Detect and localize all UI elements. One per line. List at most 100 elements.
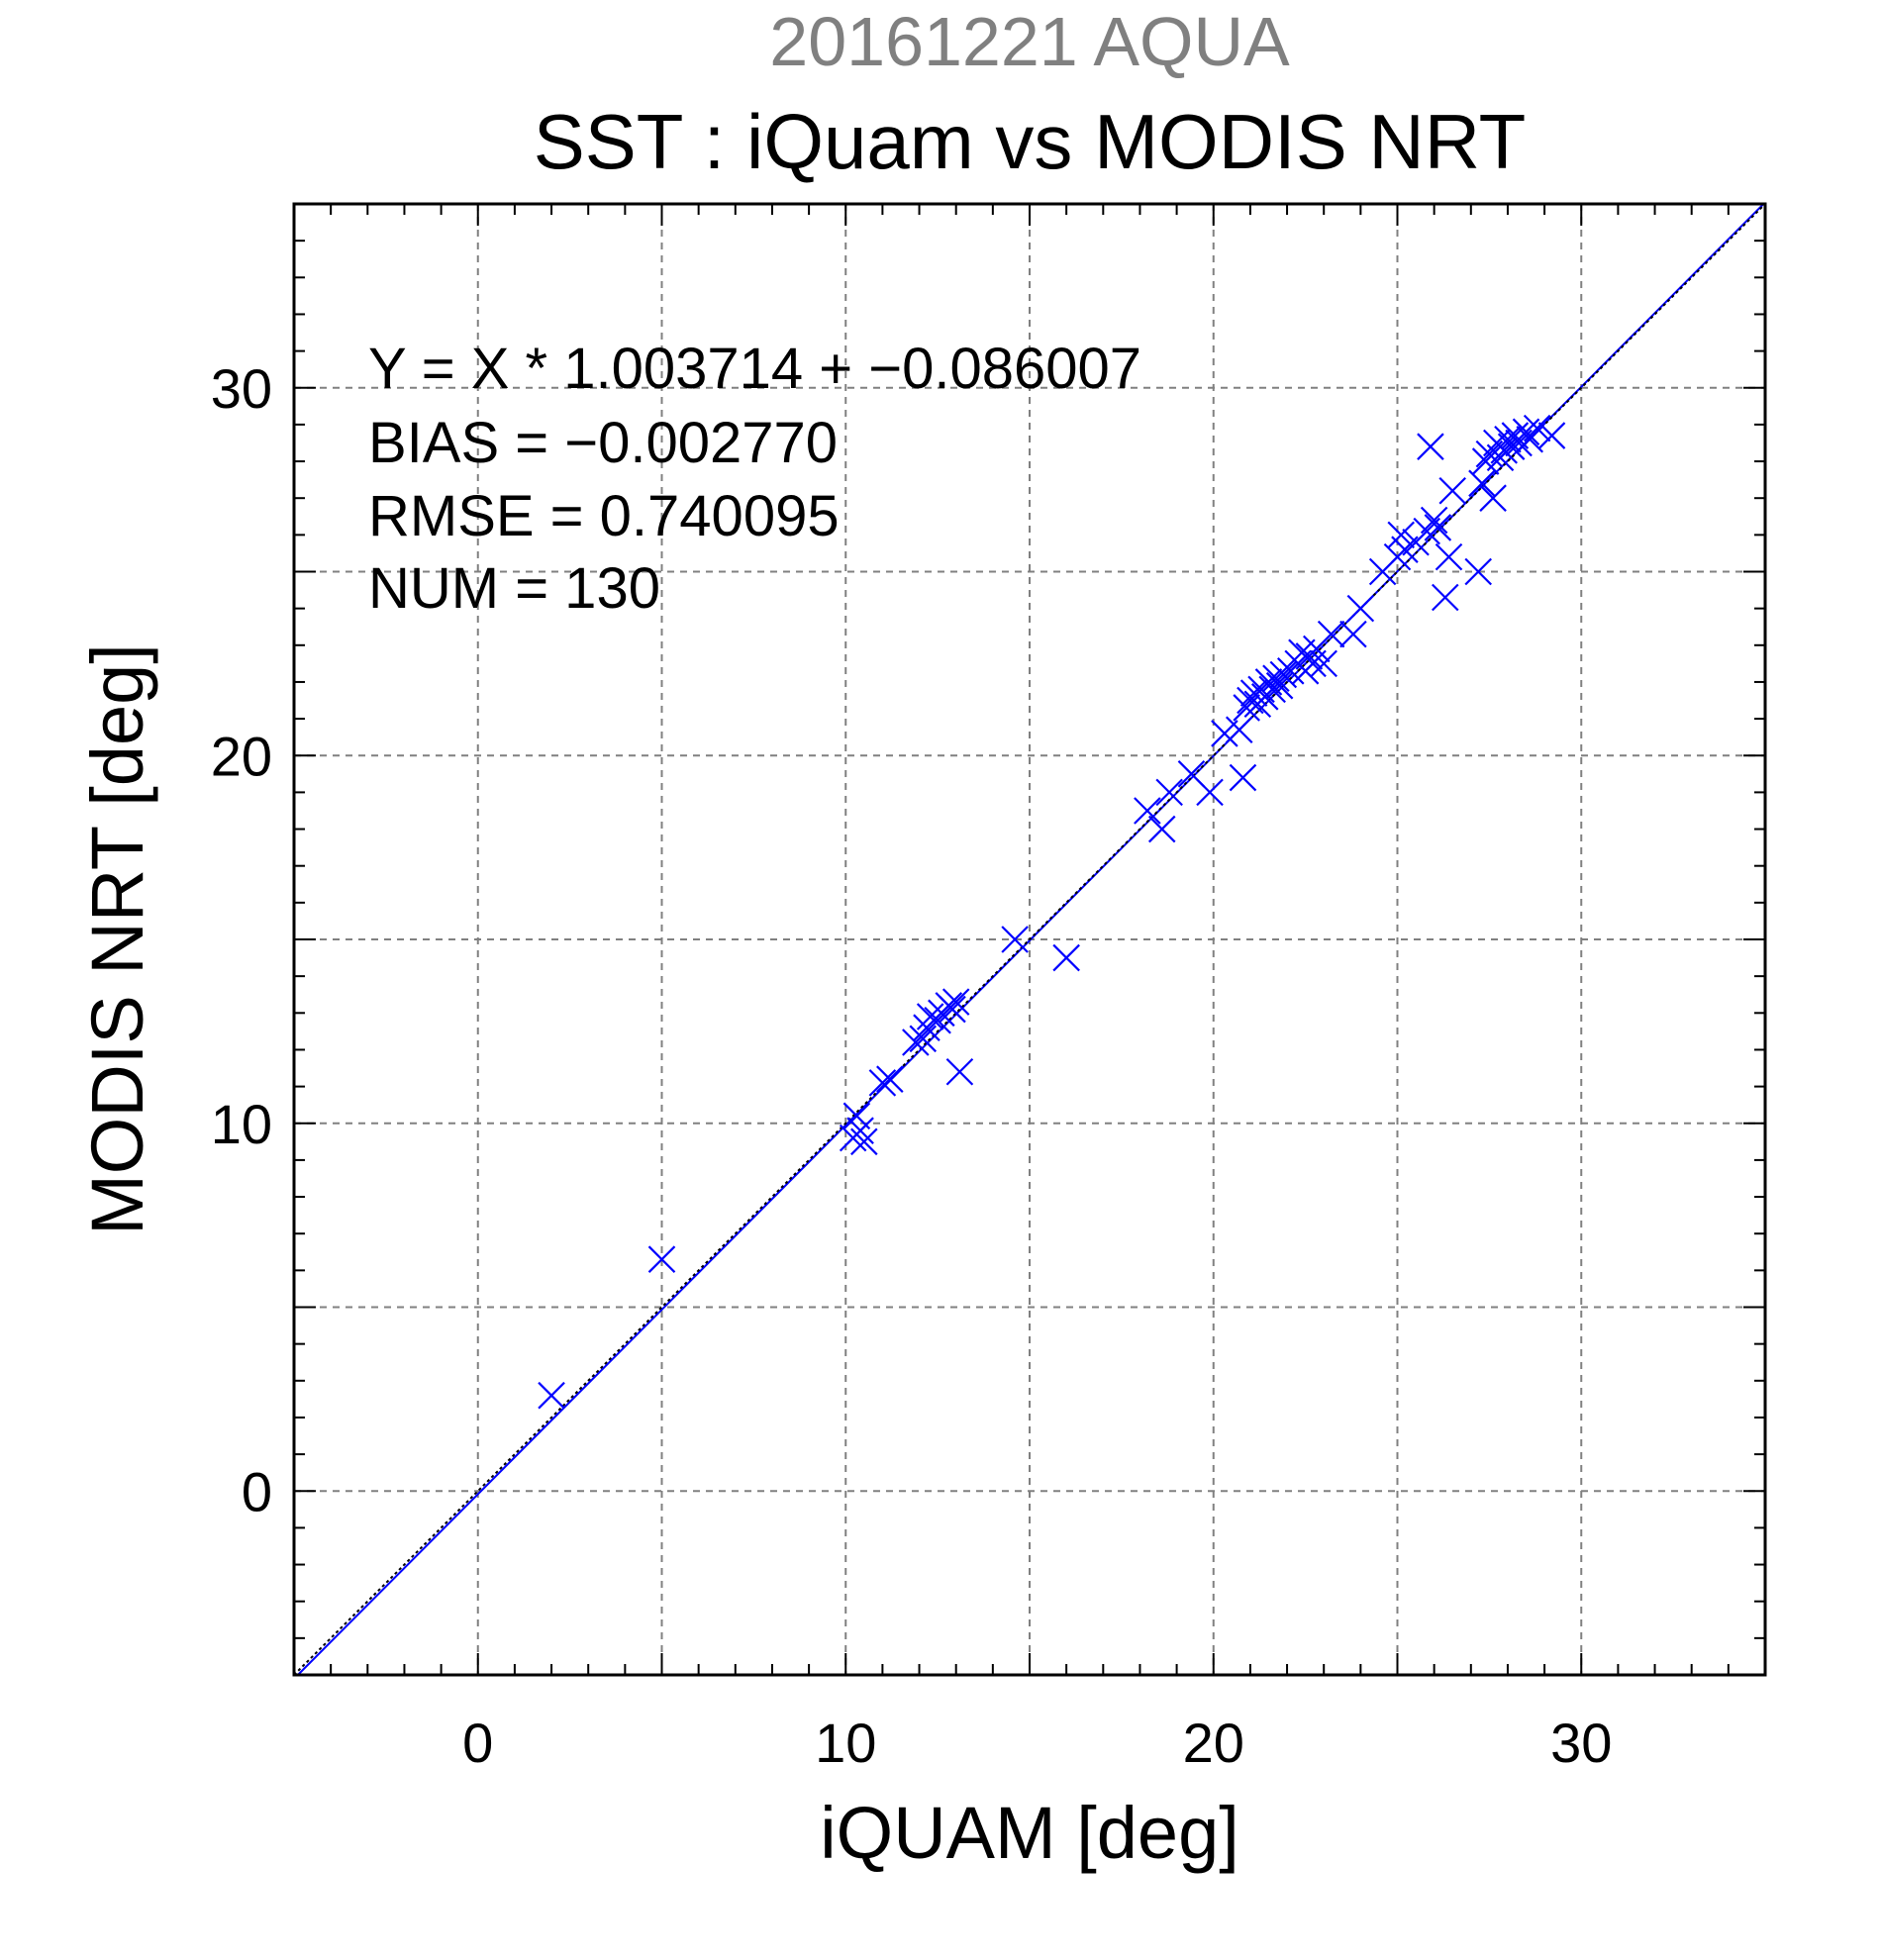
y-tick-label: 30 <box>211 357 272 420</box>
data-point <box>916 1003 944 1030</box>
data-point <box>902 1029 930 1056</box>
data-point-stroke <box>1501 422 1530 449</box>
data-point-stroke <box>647 1245 676 1273</box>
data-point-stroke <box>902 1029 930 1056</box>
data-point-stroke <box>1254 668 1283 696</box>
data-point <box>1269 660 1298 689</box>
data-point <box>647 1245 676 1273</box>
y-tick-label: 0 <box>242 1460 272 1522</box>
data-point-stroke <box>1490 437 1519 464</box>
data-point-stroke <box>1229 763 1257 792</box>
data-point <box>945 1057 974 1086</box>
stats-box: Y = X * 1.003714 + −0.086007 BIAS = −0.0… <box>368 337 1141 621</box>
minor-ticks <box>294 204 1765 1675</box>
data-point-stroke <box>1417 433 1444 460</box>
data-points <box>538 414 1566 1410</box>
data-point-stroke <box>939 995 966 1024</box>
data-point-stroke <box>876 1065 904 1093</box>
data-point-stroke <box>868 1069 897 1097</box>
data-point-stroke <box>1265 671 1294 700</box>
data-point <box>846 1117 874 1144</box>
data-point-stroke <box>1432 583 1459 612</box>
data-point-stroke <box>1269 660 1298 689</box>
data-point <box>1196 778 1224 807</box>
data-point-stroke <box>1523 414 1551 442</box>
data-point-stroke <box>916 1003 944 1030</box>
data-point-stroke <box>1512 418 1540 446</box>
chart-title: SST : iQuam vs MODIS NRT <box>534 98 1527 185</box>
data-point-stroke <box>1494 425 1522 453</box>
data-point <box>1317 620 1345 648</box>
data-point-stroke <box>1479 484 1507 512</box>
data-point <box>1468 469 1496 498</box>
data-point <box>1420 506 1448 535</box>
data-point <box>1155 778 1183 807</box>
data-point-stroke <box>1225 716 1253 744</box>
y-tick-labels: 0 10 20 30 <box>211 357 272 1523</box>
stats-rmse: RMSE = 0.740095 <box>368 484 840 548</box>
data-point <box>1438 476 1467 505</box>
x-tick-labels: 0 10 20 30 <box>462 1712 1612 1774</box>
x-tick-label: 30 <box>1550 1712 1612 1774</box>
data-point-stroke <box>1464 557 1493 586</box>
data-point-stroke <box>1339 620 1367 648</box>
data-point <box>1265 671 1294 700</box>
data-point <box>1225 716 1253 744</box>
data-point <box>1233 694 1260 722</box>
data-point-stroke <box>1233 694 1260 722</box>
data-point <box>538 1381 565 1410</box>
data-point <box>850 1127 878 1156</box>
data-point-stroke <box>1134 797 1161 825</box>
data-point <box>1134 797 1161 825</box>
stats-fit-equation: Y = X * 1.003714 + −0.086007 <box>368 337 1141 401</box>
data-point <box>1254 668 1283 696</box>
data-point <box>1464 557 1493 586</box>
data-point <box>1494 425 1522 453</box>
data-point <box>1339 620 1367 648</box>
data-point-stroke <box>945 1057 974 1086</box>
data-point <box>1310 649 1337 678</box>
grid <box>294 204 1765 1675</box>
data-point <box>1479 484 1507 512</box>
data-point-stroke <box>1435 542 1463 571</box>
y-tick-label: 20 <box>211 725 272 787</box>
x-axis-label: iQUAM [deg] <box>820 1792 1239 1874</box>
data-point <box>1523 414 1551 442</box>
data-point-stroke <box>1052 943 1080 972</box>
data-point <box>1147 815 1176 843</box>
data-point-stroke <box>1317 620 1345 648</box>
data-point-stroke <box>850 1127 878 1156</box>
data-point-stroke <box>846 1117 874 1144</box>
data-point <box>1490 437 1519 464</box>
stats-bias: BIAS = −0.002770 <box>368 411 838 475</box>
data-point-stroke <box>1438 476 1467 505</box>
data-point <box>1229 763 1257 792</box>
data-point <box>1001 926 1029 953</box>
data-point-stroke <box>538 1381 565 1410</box>
data-point-stroke <box>1262 664 1290 693</box>
x-tick-label: 10 <box>815 1712 876 1774</box>
data-point-stroke <box>1155 778 1183 807</box>
data-point <box>1052 943 1080 972</box>
data-point <box>1239 679 1268 707</box>
chart-supertitle: 20161221 AQUA <box>769 3 1290 80</box>
plot-frame <box>292 202 1767 1677</box>
data-point-stroke <box>909 1025 938 1053</box>
data-point <box>909 1025 938 1053</box>
data-point <box>1512 418 1540 446</box>
data-point <box>1424 514 1452 541</box>
data-point-stroke <box>1387 521 1415 549</box>
data-point-stroke <box>941 988 970 1016</box>
identity-line <box>293 203 1766 1676</box>
data-point <box>868 1069 897 1097</box>
data-point-stroke <box>1147 815 1176 843</box>
data-point-stroke <box>1239 679 1268 707</box>
y-tick-label: 10 <box>211 1093 272 1155</box>
data-point-stroke <box>842 1102 871 1130</box>
data-point-stroke <box>1420 506 1448 535</box>
stats-num: NUM = 130 <box>368 556 660 621</box>
data-point-stroke <box>1310 649 1337 678</box>
data-point <box>876 1065 904 1093</box>
data-point <box>1262 664 1290 693</box>
